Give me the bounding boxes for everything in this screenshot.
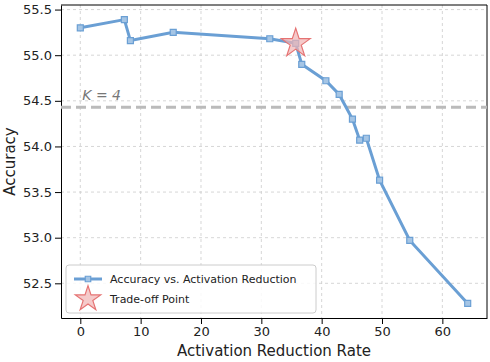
legend-marker: [75, 286, 100, 310]
tick-label: 54.0: [23, 139, 52, 154]
marker: [77, 25, 83, 31]
tick: 0: [77, 318, 85, 339]
tick-mark: [322, 318, 323, 324]
tick: 55.5: [23, 2, 61, 17]
tick: 20: [193, 318, 210, 339]
tick-label: 53.5: [23, 185, 52, 200]
tick-label: 53.0: [23, 230, 52, 245]
marker: [407, 237, 413, 243]
reference-label: K = 4: [82, 87, 121, 103]
tick-label: 10: [133, 324, 150, 339]
tick-label: 40: [314, 324, 331, 339]
tick: 10: [133, 318, 150, 339]
tick: 30: [254, 318, 271, 339]
chart: 0 10 20 30 40 50 60 52.5 53.0 53.5 54.0 54.5 55.0 55.…: [0, 0, 490, 362]
axis-line: [61, 6, 62, 319]
grid-line: [442, 5, 443, 318]
tick-label: 30: [254, 324, 271, 339]
tick-label: 20: [193, 324, 210, 339]
tick-mark: [382, 318, 383, 324]
tick-label: 55.0: [23, 48, 52, 63]
legend-marker: [85, 276, 90, 281]
tick: 53.0: [23, 230, 61, 245]
marker: [121, 17, 127, 23]
x-axis-title: Activation Reduction Rate: [177, 342, 371, 360]
marker: [127, 38, 133, 44]
legend-label: Accuracy vs. Activation Reduction: [110, 273, 297, 286]
y-axis-title: Accuracy: [1, 127, 19, 196]
legend-label: Trade-off Point: [109, 293, 190, 306]
y-axis: 52.5 53.0 53.5 54.0 54.5 55.0 55.5: [23, 2, 61, 318]
tick: 54.0: [23, 139, 61, 154]
line: [80, 20, 467, 304]
tick: 52.5: [23, 276, 61, 291]
plot: 0 10 20 30 40 50 60 52.5 53.0 53.5 54.0 54.5 55.0 55.…: [23, 2, 487, 339]
marker: [336, 91, 342, 97]
tick-label: 55.5: [23, 2, 52, 17]
marker: [377, 177, 383, 183]
tick-mark: [55, 101, 61, 102]
marker: [349, 116, 355, 122]
grid: [61, 5, 487, 318]
x-axis: 0 10 20 30 40 50 60: [62, 318, 488, 339]
tick: 53.5: [23, 185, 61, 200]
marker: [299, 61, 305, 67]
tick: 50: [374, 318, 391, 339]
tick-mark: [442, 318, 443, 324]
marker: [281, 28, 310, 56]
tick-mark: [55, 238, 61, 239]
tick: 40: [314, 318, 331, 339]
marker: [170, 29, 176, 35]
tick-label: 60: [435, 324, 452, 339]
tick-label: 54.5: [23, 93, 52, 108]
grid-line: [321, 5, 322, 318]
tick: 54.5: [23, 93, 61, 108]
grid-line: [61, 9, 487, 10]
data: [61, 17, 487, 307]
grid-line: [61, 100, 487, 101]
frame: [487, 5, 488, 318]
tick-mark: [80, 318, 81, 324]
marker: [357, 137, 363, 143]
tick-mark: [55, 10, 61, 11]
tick: 55.0: [23, 48, 61, 63]
legend-box: [66, 265, 316, 313]
tick-mark: [55, 283, 61, 284]
tick-label: 52.5: [23, 276, 52, 291]
grid-line: [61, 192, 487, 193]
marker: [465, 300, 471, 306]
tick-mark: [55, 55, 61, 56]
tick-mark: [55, 146, 61, 147]
tick-mark: [55, 192, 61, 193]
marker: [267, 36, 273, 42]
tick-mark: [201, 318, 202, 324]
grid-line: [61, 55, 487, 56]
tick-mark: [261, 318, 262, 324]
reference-line: [61, 106, 487, 109]
tick-label: 50: [374, 324, 391, 339]
tick: 60: [435, 318, 452, 339]
tick-mark: [141, 318, 142, 324]
legend: Accuracy vs. Activation Reduction Trade-o…: [66, 265, 316, 313]
axis-line: [62, 318, 488, 319]
grid-line: [61, 146, 487, 147]
grid-line: [382, 5, 383, 318]
grid-line: [61, 237, 487, 238]
frame: [61, 5, 487, 6]
tick-label: 0: [77, 324, 85, 339]
marker: [323, 78, 329, 84]
marker: [363, 135, 369, 141]
